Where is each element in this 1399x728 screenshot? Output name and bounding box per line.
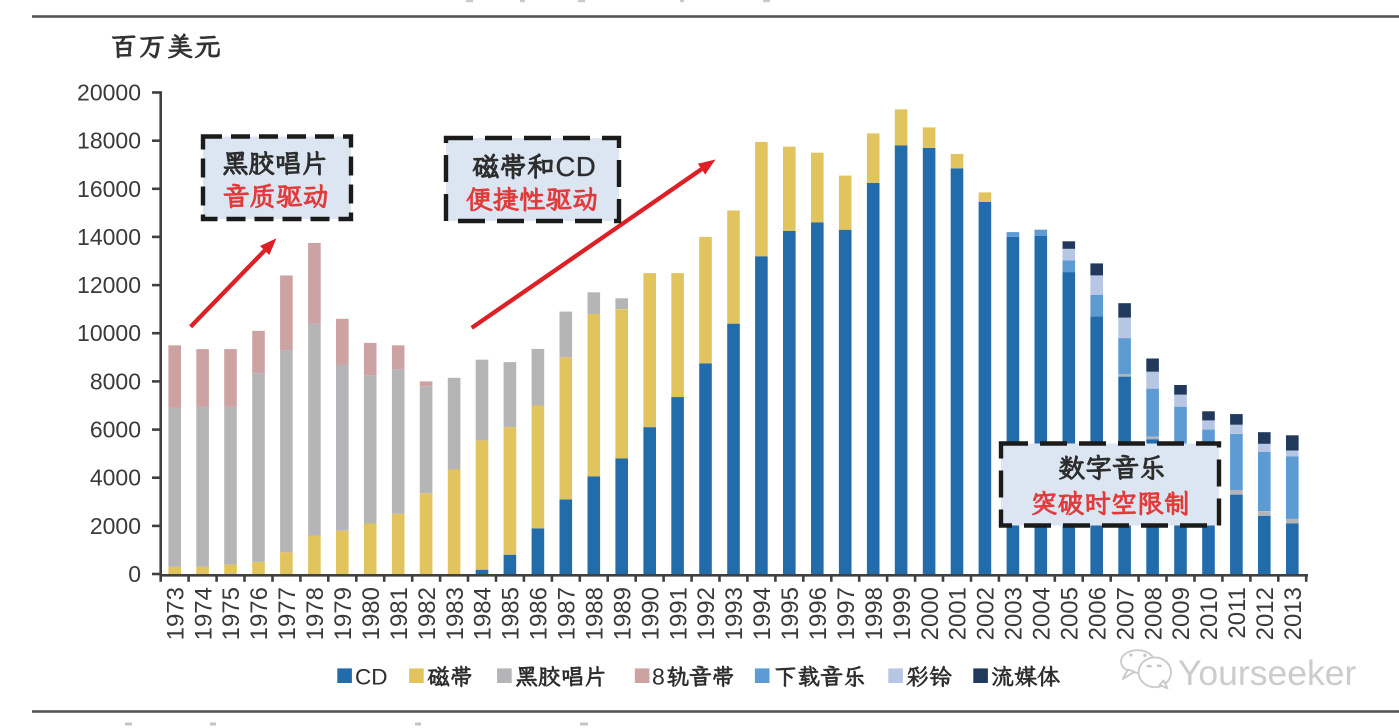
svg-text:2006: 2006 xyxy=(1084,587,1111,640)
svg-text:1991: 1991 xyxy=(665,587,692,640)
svg-text:1984: 1984 xyxy=(470,587,497,640)
svg-text:1992: 1992 xyxy=(693,587,720,640)
svg-text:2012: 2012 xyxy=(1252,587,1279,640)
svg-text:0: 0 xyxy=(128,561,141,587)
svg-text:1975: 1975 xyxy=(218,587,245,640)
svg-text:2002: 2002 xyxy=(973,587,1000,640)
svg-text:2009: 2009 xyxy=(1168,587,1195,640)
svg-text:14000: 14000 xyxy=(77,224,141,250)
svg-text:1983: 1983 xyxy=(442,587,469,640)
svg-text:1993: 1993 xyxy=(721,587,748,640)
svg-text:1998: 1998 xyxy=(861,587,888,640)
svg-text:2010: 2010 xyxy=(1196,587,1223,640)
svg-text:1974: 1974 xyxy=(190,587,217,640)
svg-text:1981: 1981 xyxy=(386,587,413,640)
svg-text:1986: 1986 xyxy=(526,587,553,640)
svg-text:2001: 2001 xyxy=(945,587,972,640)
svg-text:1985: 1985 xyxy=(498,587,525,640)
svg-text:1980: 1980 xyxy=(358,587,385,640)
svg-text:4000: 4000 xyxy=(90,465,141,491)
svg-text:2005: 2005 xyxy=(1057,587,1084,640)
svg-text:1994: 1994 xyxy=(749,587,776,640)
svg-text:2000: 2000 xyxy=(917,587,944,640)
svg-text:1997: 1997 xyxy=(833,587,860,640)
svg-text:1988: 1988 xyxy=(582,587,609,640)
svg-text:6000: 6000 xyxy=(90,417,141,443)
svg-text:1995: 1995 xyxy=(777,587,804,640)
svg-text:1987: 1987 xyxy=(554,587,581,640)
svg-text:Yourseeker: Yourseeker xyxy=(1178,653,1356,693)
svg-text:1979: 1979 xyxy=(330,587,357,640)
svg-text:1996: 1996 xyxy=(805,587,832,640)
svg-text:16000: 16000 xyxy=(77,176,141,202)
svg-text:10000: 10000 xyxy=(77,320,141,346)
svg-text:1990: 1990 xyxy=(637,587,664,640)
svg-text:2007: 2007 xyxy=(1112,587,1139,640)
svg-text:1999: 1999 xyxy=(889,587,916,640)
svg-text:1973: 1973 xyxy=(162,587,189,640)
svg-text:18000: 18000 xyxy=(77,128,141,154)
svg-text:1989: 1989 xyxy=(609,587,636,640)
svg-text:1977: 1977 xyxy=(274,587,301,640)
svg-text:CD: CD xyxy=(355,665,388,690)
svg-text:2011: 2011 xyxy=(1224,587,1251,639)
svg-text:2003: 2003 xyxy=(1001,587,1028,640)
svg-text:2008: 2008 xyxy=(1140,587,1167,640)
svg-text:1976: 1976 xyxy=(246,587,273,640)
svg-text:2013: 2013 xyxy=(1280,587,1307,640)
svg-text:2000: 2000 xyxy=(90,513,141,539)
svg-text:8000: 8000 xyxy=(90,368,141,394)
svg-text:1978: 1978 xyxy=(302,587,329,640)
svg-text:12000: 12000 xyxy=(77,272,141,298)
svg-text:2004: 2004 xyxy=(1029,587,1056,640)
svg-text:1982: 1982 xyxy=(414,587,441,640)
svg-text:20000: 20000 xyxy=(77,80,141,106)
